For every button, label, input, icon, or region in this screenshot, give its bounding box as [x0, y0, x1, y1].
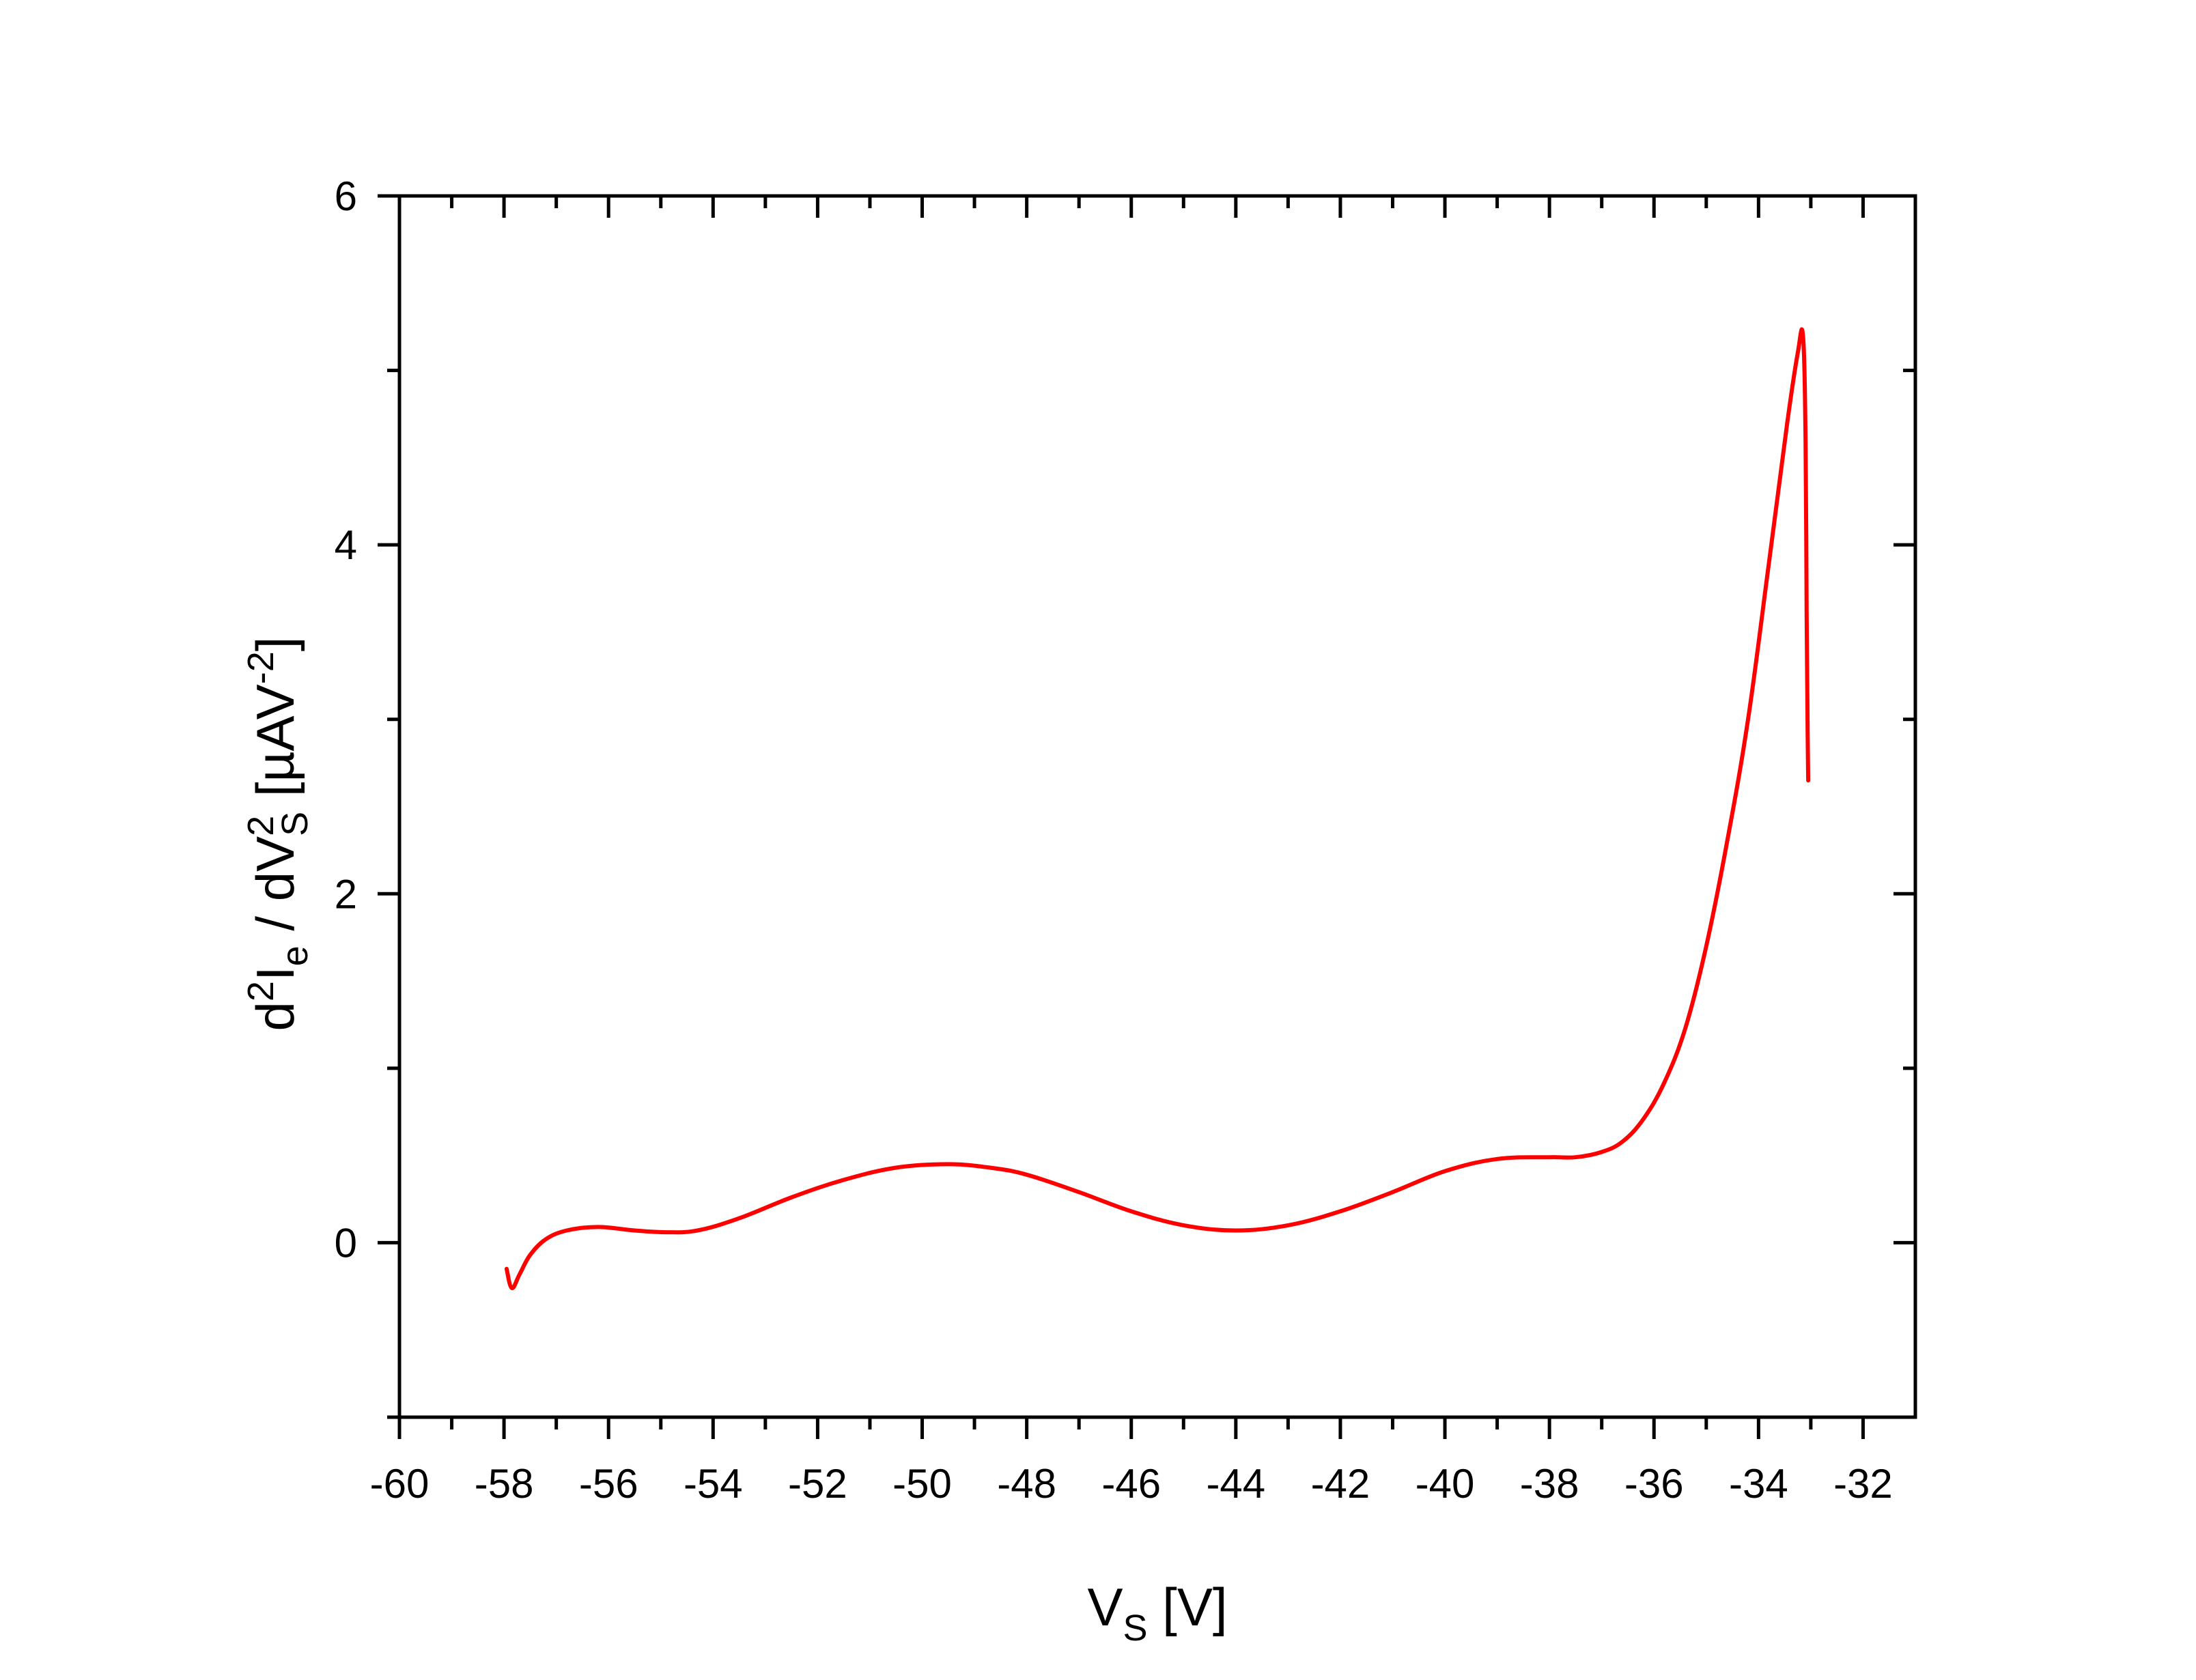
y-title-sup2b: 2 [240, 816, 281, 836]
x-tick-label: -32 [1833, 1461, 1893, 1507]
y-title-unit-exp: -2 [240, 651, 281, 684]
ticks-layer [378, 194, 1915, 1439]
y-title-sub-S: S [274, 812, 315, 836]
y-title-unit-pre: [µAV [245, 684, 305, 812]
y-title-I: I [245, 966, 305, 981]
x-axis-title-unit: [V] [1148, 1577, 1228, 1637]
x-tick-label: -50 [892, 1461, 952, 1507]
y-title-sub-e: e [274, 945, 315, 966]
plot-frame [397, 194, 1917, 1419]
y-tick-label: 4 [335, 522, 357, 568]
y-tick-label: 6 [335, 173, 357, 219]
series-line [504, 327, 1811, 1290]
x-tick-label: -56 [579, 1461, 638, 1507]
x-tick-label: -36 [1624, 1461, 1684, 1507]
y-tick-label: 2 [335, 871, 357, 917]
y-title-mid: / dV [245, 836, 305, 945]
x-axis-title: VS [V] [1087, 1577, 1227, 1649]
y-axis-title: d2Ie / dV2S [µAV-2] [240, 637, 315, 1031]
x-tick-label: -52 [788, 1461, 847, 1507]
x-tick-label: -34 [1729, 1461, 1788, 1507]
x-tick-label: -48 [997, 1461, 1056, 1507]
x-tick-label: -38 [1520, 1461, 1579, 1507]
x-tick-label: -58 [475, 1461, 534, 1507]
x-tick-label: -42 [1311, 1461, 1370, 1507]
x-axis-title-sub: S [1123, 1608, 1147, 1649]
series-layer [504, 327, 1811, 1290]
x-tick-label: -54 [684, 1461, 743, 1507]
x-tick-label: -44 [1206, 1461, 1265, 1507]
y-title-d: d [245, 1001, 305, 1031]
y-tick-label: 0 [335, 1220, 357, 1266]
x-tick-label: -46 [1101, 1461, 1161, 1507]
y-title-sup2a: 2 [240, 981, 281, 1001]
x-tick-label: -40 [1416, 1461, 1475, 1507]
labels-layer: -60 -58 -56 -54 -52 -50 -48 -46 -44 -42 -40 -38 -36-… [335, 173, 1893, 1507]
x-axis-title-main: V [1087, 1577, 1123, 1637]
x-tick-label: -60 [370, 1461, 430, 1507]
y-title-unit-post: ] [245, 637, 305, 652]
